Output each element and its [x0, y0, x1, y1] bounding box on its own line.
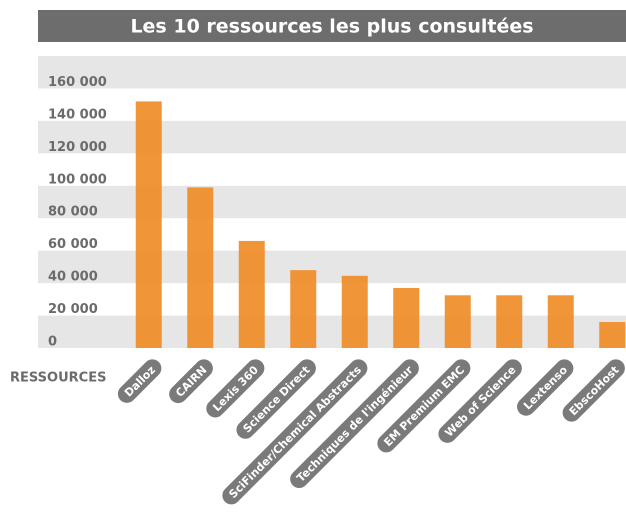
title-bar — [38, 10, 626, 42]
y-tick-label: 160 000 — [48, 75, 107, 90]
x-tick: Dalloz — [117, 359, 162, 403]
x-tick-pill — [562, 359, 625, 422]
y-tick-label: 40 000 — [48, 270, 98, 285]
grid-band — [38, 250, 626, 284]
x-tick: CAIRN — [169, 359, 213, 404]
bar — [238, 240, 265, 348]
x-tick-pill — [377, 359, 471, 453]
y-tick-label: 0 — [48, 335, 57, 350]
x-tick-pill — [290, 359, 419, 489]
x-tick-label: EbscoHost — [567, 363, 622, 418]
y-tick-label: 60 000 — [48, 237, 98, 252]
x-tick-pill — [169, 359, 213, 404]
y-tick-label: 140 000 — [48, 107, 107, 122]
x-tick-pill — [206, 359, 265, 418]
bar — [135, 101, 162, 348]
y-tick-label: 20 000 — [48, 302, 98, 317]
bar — [547, 295, 574, 348]
x-tick-pill — [438, 359, 522, 443]
bar — [599, 322, 626, 348]
x-tick-label: Lextenso — [521, 363, 570, 412]
bar — [393, 287, 420, 348]
x-tick-pill — [117, 359, 162, 403]
y-tick-label: 120 000 — [48, 140, 107, 155]
bar — [341, 275, 368, 348]
x-tick-label: Lexis 360 — [210, 363, 261, 414]
y-tick-label: 80 000 — [48, 205, 98, 220]
bar — [444, 295, 471, 348]
x-tick-pill — [517, 359, 574, 416]
x-tick-pill — [236, 359, 316, 439]
bar — [187, 187, 214, 348]
x-tick: EM Premium EMC — [377, 359, 471, 453]
bar — [496, 295, 523, 348]
chart-title: Les 10 ressources les plus consultées — [130, 16, 533, 38]
y-tick-label: 100 000 — [48, 172, 107, 187]
bar — [290, 270, 317, 348]
grid-band — [38, 120, 626, 154]
x-tick-pill — [222, 359, 368, 505]
x-axis-label: RESSOURCES — [10, 371, 106, 386]
grid-band — [38, 315, 626, 348]
grid-band — [38, 56, 626, 89]
grid-band — [38, 185, 626, 219]
